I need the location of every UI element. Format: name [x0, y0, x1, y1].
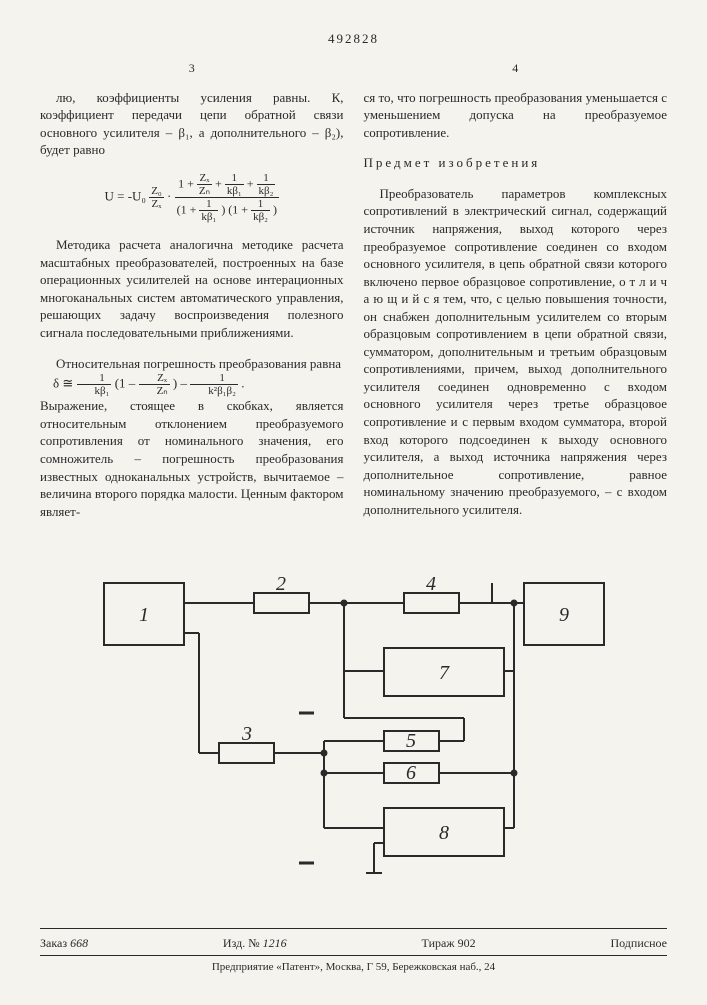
t: 1: [225, 172, 244, 185]
right-column: 4 ся то, что погрешность преобразования …: [364, 60, 668, 534]
left-para-2: Методика расчета аналогична методике рас…: [40, 236, 344, 341]
footer-row: Заказ 668 Изд. № 1216 Тираж 902 Подписно…: [40, 928, 667, 951]
label: Тираж: [422, 936, 455, 950]
t: Zₙ: [139, 385, 170, 397]
right-para-2: Преобразователь параметров комплексных с…: [364, 185, 668, 518]
t: ): [273, 202, 277, 216]
frac-zxzn: Zₓ Zₙ: [197, 172, 212, 197]
t: 1: [257, 172, 276, 185]
t: Zₓ: [197, 172, 212, 185]
left-para-3: Относительная погрешность преобразования…: [40, 355, 344, 521]
t: 1: [199, 198, 218, 211]
block-5-label: 5: [406, 730, 416, 752]
block-2-label: 2: [276, 573, 286, 595]
t: +: [247, 176, 254, 190]
t: Zₙ: [197, 185, 212, 197]
claims-heading: Предмет изобретения: [364, 154, 668, 172]
zakaz: Заказ 668: [40, 935, 88, 951]
val: 668: [70, 936, 88, 950]
tirazh: Тираж 902: [422, 935, 476, 951]
frac-delta-2: Zₓ Zₙ: [139, 372, 170, 397]
t: Zₓ: [139, 372, 170, 385]
frac-d-kb1: 1 kβ₁: [199, 198, 218, 223]
frac-z0-zx: Z₀ Zₓ: [149, 185, 164, 210]
podpis: Подписное: [610, 935, 667, 951]
val: 1216: [263, 936, 287, 950]
diagram-svg: 1 2 3 4 5 6 7 8 9: [84, 563, 624, 893]
left-column: 3 лю, коэффициенты усиления равны. К, ко…: [40, 60, 344, 534]
t: 1 +: [178, 176, 194, 190]
label: Изд. №: [223, 936, 260, 950]
t: +: [215, 176, 222, 190]
block-9-label: 9: [559, 604, 569, 626]
t: kβ₁: [225, 185, 244, 197]
t: (1 –: [115, 376, 136, 391]
t: 1: [190, 372, 238, 385]
block-3-label: 3: [241, 723, 252, 745]
t: Выражение, стоящее в скобках, является о…: [40, 398, 344, 518]
frac-delta-1: 1 kβ₁: [77, 372, 112, 397]
frac-main-den: (1 + 1 kβ₁ ) (1 + 1 kβ₂ ): [175, 198, 279, 223]
block-4-label: 4: [426, 573, 436, 595]
frac-kb1: 1 kβ₁: [225, 172, 244, 197]
frac-num: Z₀: [149, 185, 164, 198]
t: kβ₁: [199, 211, 218, 223]
frac-den: Zₓ: [149, 198, 164, 210]
block-1-label: 1: [139, 604, 149, 626]
val: 902: [458, 936, 476, 950]
col-num-left: 3: [40, 60, 344, 76]
t: (1 +: [177, 202, 197, 216]
t: 1: [251, 198, 270, 211]
col-num-right: 4: [364, 60, 668, 76]
t: k²β₁β₂: [190, 385, 238, 397]
frac-delta-3: 1 k²β₁β₂: [190, 372, 238, 397]
formula-prefix: U = -U₀: [104, 189, 145, 204]
frac-kb2: 1 kβ₂: [257, 172, 276, 197]
block-8-label: 8: [439, 822, 449, 844]
patent-number: 492828: [40, 30, 667, 48]
footer-address: Предприятие «Патент», Москва, Г 59, Бере…: [40, 955, 667, 975]
t: ) –: [173, 376, 187, 391]
block-6-label: 6: [406, 762, 416, 784]
t: kβ₂: [251, 211, 270, 223]
izd: Изд. № 1216: [223, 935, 287, 951]
text-columns: 3 лю, коэффициенты усиления равны. К, ко…: [40, 60, 667, 534]
t: .: [241, 376, 244, 391]
left-para-1: лю, коэффициенты усиления равны. К, коэф…: [40, 89, 344, 159]
t: 1: [77, 372, 112, 385]
t: kβ₁: [77, 385, 112, 397]
label: Заказ: [40, 936, 67, 950]
frac-main-num: 1 + Zₓ Zₙ + 1 kβ₁ + 1 kβ₂: [175, 172, 279, 198]
t: Относительная погрешность преобразования…: [56, 356, 341, 371]
t: ) (1 +: [221, 202, 248, 216]
circuit-diagram: 1 2 3 4 5 6 7 8 9: [40, 563, 667, 898]
right-para-1: ся то, что погрешность преобразования ум…: [364, 89, 668, 142]
frac-d-kb2: 1 kβ₂: [251, 198, 270, 223]
formula-u: U = -U₀ Z₀ Zₓ · 1 + Zₓ Zₙ + 1 kβ₁: [40, 172, 344, 223]
t: δ ≅: [53, 376, 73, 391]
t: kβ₂: [257, 185, 276, 197]
frac-main: 1 + Zₓ Zₙ + 1 kβ₁ + 1 kβ₂: [175, 172, 279, 223]
block-7-label: 7: [439, 662, 450, 684]
